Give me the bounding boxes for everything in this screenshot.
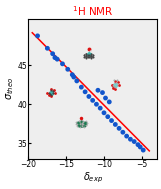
- Point: [91, 99, 94, 102]
- Point: [95, 103, 98, 106]
- Point: [101, 91, 104, 94]
- Point: [88, 95, 90, 98]
- Point: [71, 73, 74, 76]
- Point: [108, 100, 111, 103]
- Point: [104, 97, 107, 100]
- Point: [125, 135, 128, 138]
- Point: [133, 140, 135, 143]
- Point: [66, 68, 69, 71]
- Point: [36, 34, 39, 37]
- Point: [84, 90, 86, 93]
- Point: [99, 107, 101, 110]
- Point: [110, 119, 113, 122]
- Point: [61, 62, 64, 65]
- Point: [142, 149, 145, 152]
- X-axis label: $\delta_{exp}$: $\delta_{exp}$: [83, 170, 103, 185]
- Point: [97, 89, 99, 92]
- Point: [118, 127, 120, 130]
- Point: [80, 86, 83, 89]
- Point: [129, 138, 132, 141]
- Point: [106, 115, 109, 118]
- Point: [103, 111, 105, 114]
- Point: [54, 56, 56, 59]
- Point: [114, 123, 117, 126]
- Point: [51, 52, 54, 55]
- Y-axis label: $\sigma_{theo}$: $\sigma_{theo}$: [4, 77, 16, 100]
- Point: [122, 131, 124, 134]
- Point: [72, 76, 75, 79]
- Point: [76, 79, 78, 82]
- Point: [56, 58, 58, 61]
- Title: $^{1}$H NMR: $^{1}$H NMR: [72, 4, 114, 18]
- Point: [139, 146, 142, 149]
- Point: [46, 47, 49, 50]
- Point: [137, 143, 139, 146]
